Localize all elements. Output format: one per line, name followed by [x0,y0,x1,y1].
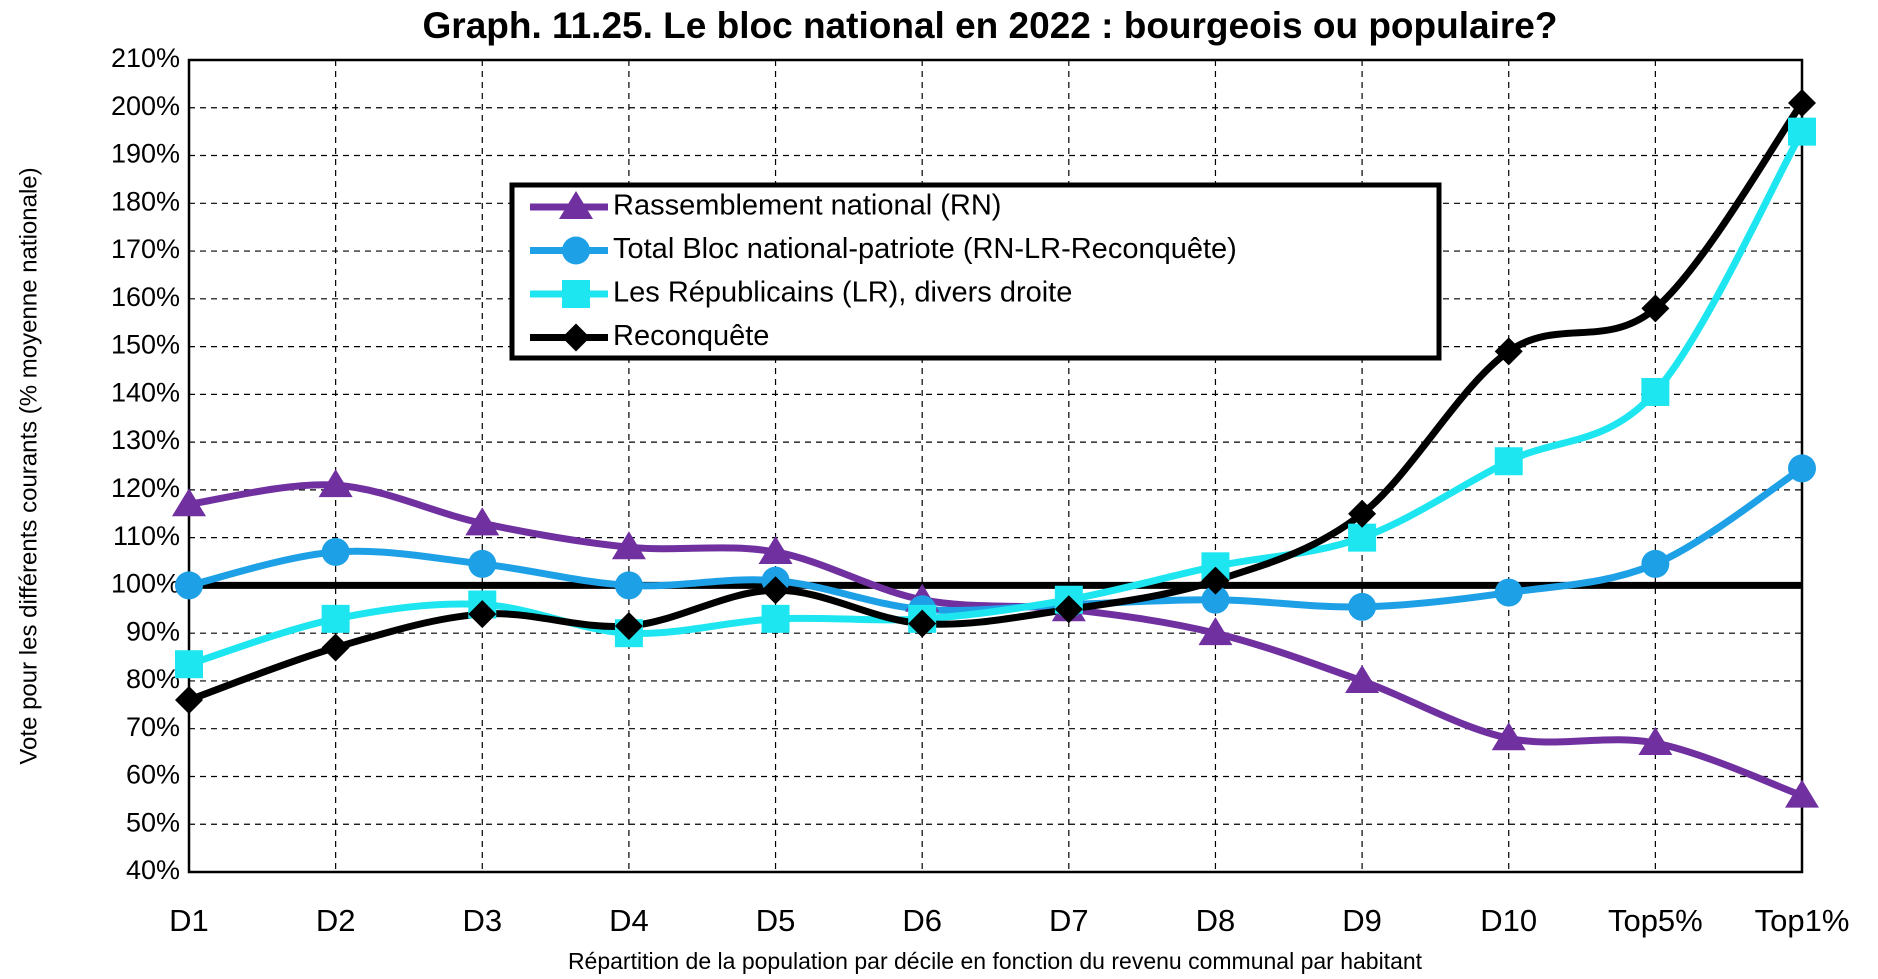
legend-marker [562,236,590,265]
y-tick-label: 70% [126,712,180,742]
x-tick-label: D6 [902,903,942,938]
data-point [1641,377,1670,406]
y-tick-label: 210% [111,43,180,73]
data-point [175,571,203,600]
data-point [1785,779,1819,808]
y-tick-label: 90% [126,616,180,646]
x-tick-label: D8 [1196,903,1236,938]
y-tick-label: 100% [111,569,180,599]
data-point [1198,617,1233,646]
y-tick-label: 190% [111,139,180,169]
legend-marker [559,191,593,219]
y-tick-label: 60% [126,760,180,790]
y-tick-label: 180% [111,186,180,216]
data-point [1054,595,1083,624]
data-point [1345,664,1380,693]
x-axis-title: Répartition de la population par décile … [568,948,1423,974]
x-tick-label: D2 [316,903,356,938]
data-point [1494,447,1523,476]
x-tick-label: D1 [169,903,209,938]
data-point [1348,523,1377,552]
data-point [1788,117,1816,146]
chart-title: Graph. 11.25. Le bloc national en 2022 :… [423,5,1558,46]
data-point [614,612,643,641]
x-tick-label: Top1% [1755,903,1850,938]
legend-label: Les Républicains (LR), divers droite [613,277,1072,309]
data-point [758,535,793,564]
data-point [1641,294,1670,323]
data-point [611,531,646,560]
data-point [1348,592,1377,621]
x-tick-label: D5 [756,903,796,938]
data-point [175,650,203,679]
x-tick-label: D7 [1049,903,1089,938]
data-point [1201,566,1230,595]
legend: Rassemblement national (RN) Total Bloc na… [509,182,1442,361]
data-point [321,604,350,633]
y-tick-label: 110% [113,521,180,551]
y-tick-label: 200% [111,91,180,121]
legend-label: Reconquête [613,320,769,352]
data-point [172,488,206,517]
data-point [1201,585,1230,614]
data-point [465,507,500,536]
y-tick-label: 120% [111,473,180,503]
y-tick-label: 130% [111,425,180,455]
data-point [1641,549,1670,578]
data-point [614,571,643,600]
data-point [1638,727,1673,756]
data-point [1788,454,1816,483]
data-point [908,609,937,638]
series-line [188,481,1804,799]
y-axis-title: Vote pour les différents courants (% moy… [15,167,42,764]
data-point [175,686,203,715]
legend-marker [562,280,590,308]
y-tick-label: 50% [126,807,180,837]
x-tick-label: D10 [1480,903,1537,938]
data-point [761,576,790,605]
y-tick-label: 140% [111,377,180,407]
legend-label: Rassemblement national (RN) [613,190,1001,222]
data-point [321,633,350,662]
y-tick-label: 40% [126,855,180,885]
y-tick-label: 160% [111,282,180,312]
data-point [1491,722,1526,751]
x-tick-label: D9 [1342,903,1382,938]
data-point [318,469,353,498]
data-point [761,604,790,633]
y-tick-label: 150% [111,330,180,360]
legend-label: Total Bloc national-patriote (RN-LR-Reco… [613,233,1237,265]
data-point [1788,88,1816,117]
y-tick-label: 170% [111,234,180,264]
x-tick-label: D4 [609,903,649,938]
legend-marker [562,323,590,352]
plot-frame [187,58,1804,874]
data-point [1494,337,1523,366]
legend-box [509,182,1442,361]
data-point [321,537,350,566]
data-point [468,549,497,578]
data-point [1348,499,1377,528]
data-point [468,600,497,629]
data-point [1494,578,1523,607]
y-tick-label: 80% [126,664,180,694]
x-tick-label: D3 [462,903,502,938]
x-tick-label: Top5% [1608,903,1703,938]
